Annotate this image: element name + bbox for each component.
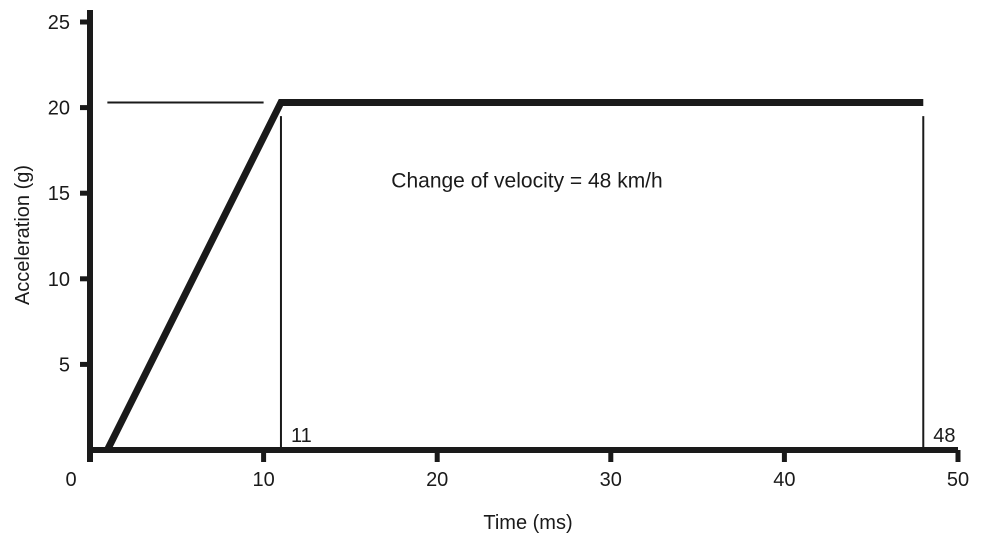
y-axis-title: Acceleration (g) <box>12 165 34 305</box>
reference-line-label: 48 <box>933 425 955 447</box>
y-tick-label: 5 <box>59 354 70 376</box>
velocity-annotation: Change of velocity = 48 km/h <box>391 170 662 193</box>
x-tick-label: 20 <box>426 469 448 491</box>
x-ticks: 0 10 20 30 40 50 <box>65 450 969 491</box>
x-tick-label: 50 <box>947 469 969 491</box>
series-group <box>104 98 924 452</box>
y-tick-label: 10 <box>48 269 70 291</box>
labels-group: Time (ms) Acceleration (g) Change of vel… <box>12 165 663 534</box>
x-tick-label: 0 <box>65 469 76 491</box>
axes <box>87 10 958 462</box>
y-tick-label: 25 <box>48 12 70 34</box>
x-axis-title: Time (ms) <box>483 512 572 534</box>
y-tick-label: 20 <box>48 98 70 120</box>
reference-lines: 11 48 <box>107 101 956 450</box>
x-tick-label: 40 <box>773 469 795 491</box>
y-tick-label: 15 <box>48 183 70 205</box>
y-ticks: 5 10 15 20 25 <box>48 12 90 376</box>
reference-line-label: 11 <box>291 425 312 447</box>
x-tick-label: 10 <box>252 469 274 491</box>
acceleration-series-line <box>104 98 924 452</box>
x-tick-label: 30 <box>600 469 622 491</box>
